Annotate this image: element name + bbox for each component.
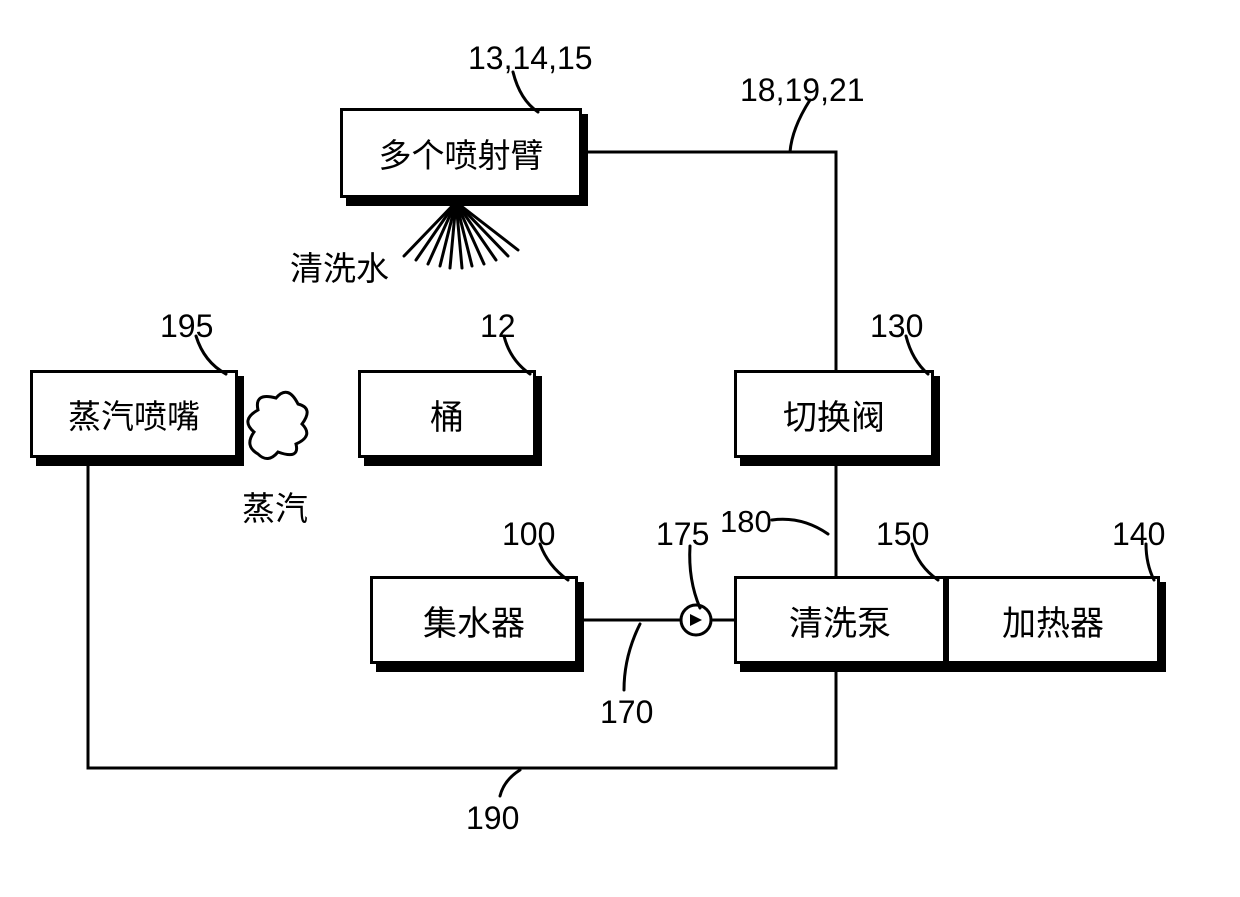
box-shadow	[346, 198, 588, 206]
ref-sump-to-pump: 170	[600, 694, 653, 731]
block-diagram: 多个喷射臂 蒸汽喷嘴 桶 切换阀 集水器 清洗泵 加热器 13,14,15 18…	[0, 0, 1240, 897]
sensor-arrow	[690, 614, 702, 626]
ref-arms-to-valve: 18,19,21	[740, 72, 865, 109]
node-spray-arms-label: 多个喷射臂	[379, 129, 544, 177]
box-shadow	[376, 664, 584, 672]
sensor-circle	[681, 605, 711, 635]
ref-sensor: 175	[656, 516, 709, 553]
leader-spray-arms	[513, 72, 538, 112]
steam-label: 蒸汽	[242, 482, 308, 530]
node-switch-valve-label: 切换阀	[783, 390, 885, 439]
node-spray-arms: 多个喷射臂	[340, 108, 582, 198]
node-heater: 加热器	[946, 576, 1160, 664]
node-tub-label: 桶	[430, 390, 464, 439]
spray-icon	[404, 202, 518, 268]
ref-sump: 100	[502, 516, 555, 553]
node-steam-nozzle: 蒸汽喷嘴	[30, 370, 238, 458]
leader-pump-to-nozzle	[500, 770, 520, 796]
leader-sump-to-pump	[624, 624, 640, 690]
box-shadow	[582, 114, 588, 206]
leader-valve-to-pump	[772, 519, 828, 534]
node-tub: 桶	[358, 370, 536, 458]
node-sump-label: 集水器	[423, 596, 525, 645]
edge-arms-to-valve	[582, 152, 836, 370]
ref-heater: 140	[1112, 516, 1165, 553]
node-wash-pump: 清洗泵	[734, 576, 946, 664]
node-steam-nozzle-label: 蒸汽喷嘴	[68, 390, 200, 438]
node-sump: 集水器	[370, 576, 578, 664]
ref-spray-arms: 13,14,15	[468, 40, 593, 77]
ref-tub: 12	[480, 308, 516, 345]
box-shadow	[934, 376, 940, 466]
box-shadow	[740, 664, 1166, 672]
box-shadow	[578, 582, 584, 672]
ref-valve-to-pump: 180	[720, 504, 772, 540]
steam-icon	[248, 392, 307, 458]
ref-steam-nozzle: 195	[160, 308, 213, 345]
box-shadow	[536, 376, 542, 466]
ref-switch-valve: 130	[870, 308, 923, 345]
ref-pump-to-nozzle: 190	[466, 800, 519, 837]
node-switch-valve: 切换阀	[734, 370, 934, 458]
leader-sensor	[690, 546, 700, 608]
ref-wash-pump: 150	[876, 516, 929, 553]
box-shadow	[36, 458, 244, 466]
box-shadow	[1160, 582, 1166, 672]
node-heater-label: 加热器	[1002, 596, 1104, 645]
wash-water-label: 清洗水	[290, 242, 389, 290]
box-shadow	[238, 376, 244, 466]
box-shadow	[364, 458, 542, 466]
box-shadow	[740, 458, 940, 466]
node-wash-pump-label: 清洗泵	[789, 596, 891, 645]
